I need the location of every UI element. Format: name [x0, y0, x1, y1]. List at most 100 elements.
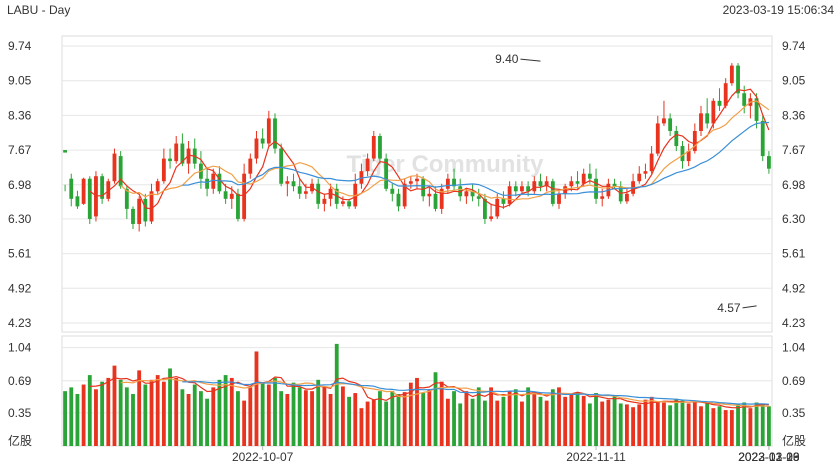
ma-line-long	[182, 121, 769, 196]
volume-bar	[594, 393, 598, 446]
volume-bar	[408, 382, 413, 446]
candle-body	[205, 178, 210, 189]
volume-bar	[600, 401, 605, 446]
volume-ma-long	[182, 380, 769, 405]
candle-body	[699, 113, 703, 131]
volume-ma-short	[89, 375, 769, 409]
candle-body	[378, 135, 382, 159]
candle-body	[297, 186, 302, 194]
candle-body	[526, 186, 531, 192]
volume-bar	[242, 400, 247, 446]
candle-body	[600, 196, 605, 199]
volume-bar	[211, 387, 216, 446]
candle-body	[371, 135, 376, 159]
volume-bar	[180, 389, 185, 446]
volume-bar	[563, 396, 568, 446]
volume-bar	[470, 398, 475, 446]
volume-bar	[489, 387, 494, 446]
candle-body	[340, 201, 345, 204]
candle-body	[723, 83, 728, 106]
candle-body	[711, 100, 716, 124]
candle-body	[149, 191, 154, 222]
volume-bar	[736, 404, 740, 446]
x-tick-label: 2023-01-26	[738, 450, 800, 464]
volume-bar	[310, 391, 314, 446]
candle-body	[427, 193, 432, 197]
price-tick-left: 7.67	[8, 143, 32, 157]
volume-bar	[452, 391, 456, 446]
volume-bar	[532, 394, 537, 446]
volume-ma-mid	[120, 378, 769, 407]
volume-bar	[723, 410, 728, 446]
candle-body	[649, 153, 654, 172]
candle-body	[729, 65, 734, 84]
volume-bar	[279, 391, 284, 446]
volume-bar	[143, 384, 148, 446]
volume-bar	[365, 401, 370, 446]
volume-bar	[557, 387, 561, 446]
chart-title: LABU - Day	[7, 3, 71, 17]
volume-bar	[248, 387, 253, 446]
candle-body	[396, 193, 401, 207]
candle-body	[254, 138, 259, 159]
candle-body	[421, 178, 426, 197]
candle-body	[75, 196, 80, 207]
price-tick-left: 4.92	[8, 281, 32, 295]
volume-bar	[458, 403, 463, 446]
volume-bar	[618, 403, 623, 446]
x-tick-label: 2022-10-07	[232, 450, 294, 464]
volume-bar	[637, 404, 642, 446]
volume-bar	[631, 407, 636, 446]
volume-bar	[692, 401, 697, 446]
volume-bar	[476, 387, 481, 446]
volume-bar	[760, 404, 765, 446]
volume-bar	[662, 402, 666, 446]
candle-body	[637, 173, 642, 182]
volume-bar	[291, 382, 296, 446]
candle-body	[390, 188, 395, 194]
candle-body	[587, 173, 592, 179]
volume-bar	[421, 393, 426, 446]
ma-line-mid	[120, 100, 770, 201]
volume-bar	[106, 377, 111, 446]
volume-bar	[729, 410, 734, 446]
candle-body	[322, 198, 327, 204]
volume-bar	[606, 399, 611, 446]
candle-body	[742, 93, 747, 106]
volume-bar	[378, 391, 382, 446]
candle-body	[717, 100, 722, 106]
volume-bar	[674, 398, 679, 446]
ma-line-short	[89, 88, 770, 210]
candle-body	[662, 118, 666, 124]
volume-bar	[655, 402, 660, 446]
volume-bar	[217, 379, 222, 446]
price-tick-right: 7.67	[782, 143, 806, 157]
candle-body	[445, 178, 450, 189]
volume-bar	[495, 400, 500, 446]
volume-bar	[742, 402, 747, 446]
volume-bar	[699, 406, 703, 446]
volume-bar	[260, 383, 265, 446]
candle-body	[674, 130, 679, 147]
candle-body	[705, 113, 710, 124]
volume-tick-right: 0.69	[782, 374, 806, 388]
candle-body	[415, 178, 419, 182]
candle-body	[137, 198, 142, 224]
price-tick-right: 6.30	[782, 212, 806, 226]
candle-body	[236, 193, 240, 219]
candle-body	[63, 150, 68, 153]
candle-body	[316, 183, 321, 204]
annotation-leader	[520, 58, 541, 62]
chart-timestamp: 2023-03-19 15:06:34	[722, 3, 834, 17]
price-tick-left: 4.23	[8, 316, 32, 330]
candle-body	[402, 183, 407, 207]
volume-bar	[186, 394, 191, 446]
volume-bar	[174, 377, 179, 446]
candle-body	[365, 158, 370, 172]
volume-bar	[501, 396, 506, 446]
price-tick-left: 9.05	[8, 74, 32, 88]
candle-body	[624, 193, 629, 202]
candle-body	[81, 178, 86, 204]
candle-body	[69, 178, 74, 199]
